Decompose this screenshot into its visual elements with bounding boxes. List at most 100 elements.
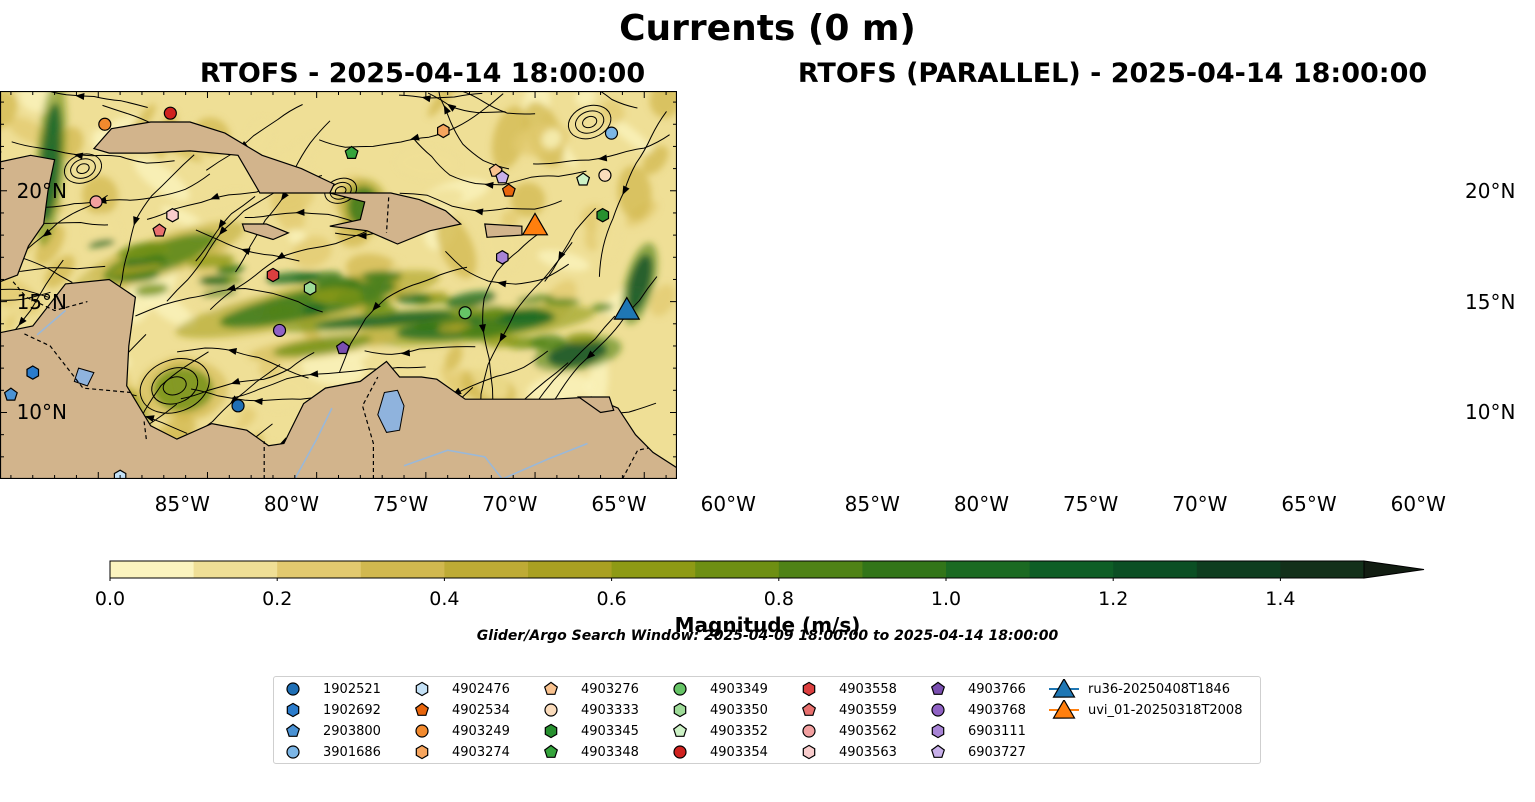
float-marker-1902521: [231, 399, 245, 413]
lon-tick-label: 85°W: [154, 492, 210, 516]
legend-label: 4903350: [710, 702, 768, 718]
legend-marker: [931, 703, 945, 717]
float-marker-4903349: [458, 306, 472, 320]
legend-marker: [802, 744, 816, 760]
legend-item: uvi_01-20250318T2008: [1049, 700, 1242, 720]
hexagon-marker-icon: [802, 744, 816, 760]
legend-label: 4903348: [581, 744, 639, 760]
legend-label: 4903768: [968, 702, 1026, 718]
legend-item: 4903563: [800, 742, 897, 762]
legend-marker: [802, 681, 816, 697]
lat-tick-label: 20°N: [1465, 178, 1516, 203]
lat-tick-label: 10°N: [1465, 400, 1516, 425]
circle-marker-icon: [415, 724, 429, 738]
legend-marker: [414, 702, 430, 716]
legend-marker: [286, 682, 300, 696]
colorbar-segment: [193, 561, 278, 578]
lon-tick-label: 85°W: [844, 492, 900, 516]
colorbar-segment: [1113, 561, 1198, 578]
legend-item: 4903352: [671, 721, 768, 741]
legend-label: 6903111: [968, 723, 1026, 739]
float-marker-6903727: [495, 170, 510, 184]
legend-item: 4903558: [800, 679, 897, 699]
lon-tick-label: 80°W: [263, 492, 320, 516]
legend-item: 4903766: [929, 679, 1026, 699]
float-marker-4903348: [344, 145, 359, 160]
pentagon-marker-icon: [285, 723, 301, 737]
float-marker-4902476: [113, 469, 127, 479]
pentagon-marker-icon: [414, 702, 430, 716]
legend-label: 6903727: [968, 744, 1026, 760]
circle-marker-icon: [931, 703, 945, 717]
colorbar-tick-label: 1.2: [1098, 588, 1129, 610]
legend-marker: [286, 745, 300, 759]
glider-marker-ru36-20250408T1846: [613, 296, 641, 320]
colorbar-segment: [277, 561, 362, 578]
legend-marker: [544, 703, 558, 717]
panel-title-rtofs-parallel: RTOFS (PARALLEL) - 2025-04-14 18:00:00: [797, 58, 1428, 89]
legend-item: ru36-20250408T1846: [1049, 679, 1230, 699]
pentagon-marker-icon: [543, 681, 559, 695]
legend-label: 3901686: [323, 744, 381, 760]
colorbar-tick-label: 1.4: [1265, 588, 1296, 610]
legend-marker: [543, 681, 559, 695]
lat-tick-label: 20°N: [16, 178, 67, 203]
legend-marker: [672, 723, 688, 737]
float-marker-3901686: [604, 126, 619, 140]
colorbar-segment: [611, 561, 696, 578]
legend-marker: [802, 724, 816, 738]
legend-label: 4903559: [839, 702, 897, 718]
circle-marker-icon: [802, 724, 816, 738]
circle-marker-icon: [286, 745, 300, 759]
legend-label: 4903345: [581, 723, 639, 739]
circle-marker-icon: [673, 745, 687, 759]
lon-tick-label: 65°W: [1281, 492, 1337, 516]
legend-item: 4903354: [671, 742, 768, 762]
float-marker-4903766: [335, 340, 350, 355]
hexagon-marker-icon: [673, 702, 687, 718]
float-marker-4903562: [89, 195, 103, 209]
legend-item: 2903800: [284, 721, 381, 741]
legend-label: 4903349: [710, 681, 768, 697]
colorbar-tick-label: 0.0: [94, 588, 126, 610]
float-marker-4903249: [98, 117, 112, 131]
legend-item: 4903349: [671, 679, 768, 699]
colorbar-tick-label: 0.2: [262, 588, 293, 610]
legend-item: 4903333: [542, 700, 639, 720]
legend-marker: [543, 744, 559, 758]
float-marker-4903768: [272, 323, 287, 338]
float-marker-4902534: [501, 183, 516, 197]
lat-tick-label: 15°N: [1465, 289, 1516, 314]
pentagon-marker-icon: [672, 723, 688, 737]
colorbar: [109, 560, 1425, 581]
lat-tick-label: 10°N: [16, 400, 67, 425]
legend-item: 4903768: [929, 700, 1026, 720]
pentagon-marker-icon: [930, 681, 946, 695]
hexagon-marker-icon: [286, 702, 300, 718]
lon-tick-label: 60°W: [1390, 492, 1446, 516]
colorbar-tick-label: 0.4: [429, 588, 460, 610]
legend-label: ru36-20250408T1846: [1088, 681, 1231, 697]
legend-label: 4903354: [710, 744, 768, 760]
legend-item: 4903348: [542, 742, 639, 762]
legend-label: 1902692: [323, 702, 381, 718]
legend-marker: [673, 682, 687, 696]
pentagon-marker-icon: [801, 702, 817, 716]
float-marker-4903558: [266, 267, 280, 283]
map-panel-rtofs-parallel: [0, 91, 677, 479]
legend-label: 4903333: [581, 702, 639, 718]
legend-label: 4903249: [452, 723, 510, 739]
legend-label: 4903276: [581, 681, 639, 697]
legend-item: 6903111: [929, 721, 1026, 741]
float-marker-4903559: [152, 223, 167, 237]
circle-marker-icon: [673, 682, 687, 696]
circle-marker-icon: [286, 682, 300, 696]
legend-item: 4903274: [413, 742, 510, 762]
legend-item: 6903727: [929, 742, 1026, 762]
float-marker-4903350: [303, 281, 317, 296]
legend-label: uvi_01-20250318T2008: [1088, 702, 1243, 718]
float-marker-4903345: [596, 207, 610, 223]
lon-tick-label: 70°W: [482, 492, 538, 516]
legend-label: 1902521: [323, 681, 381, 697]
hexagon-marker-icon: [802, 681, 816, 697]
